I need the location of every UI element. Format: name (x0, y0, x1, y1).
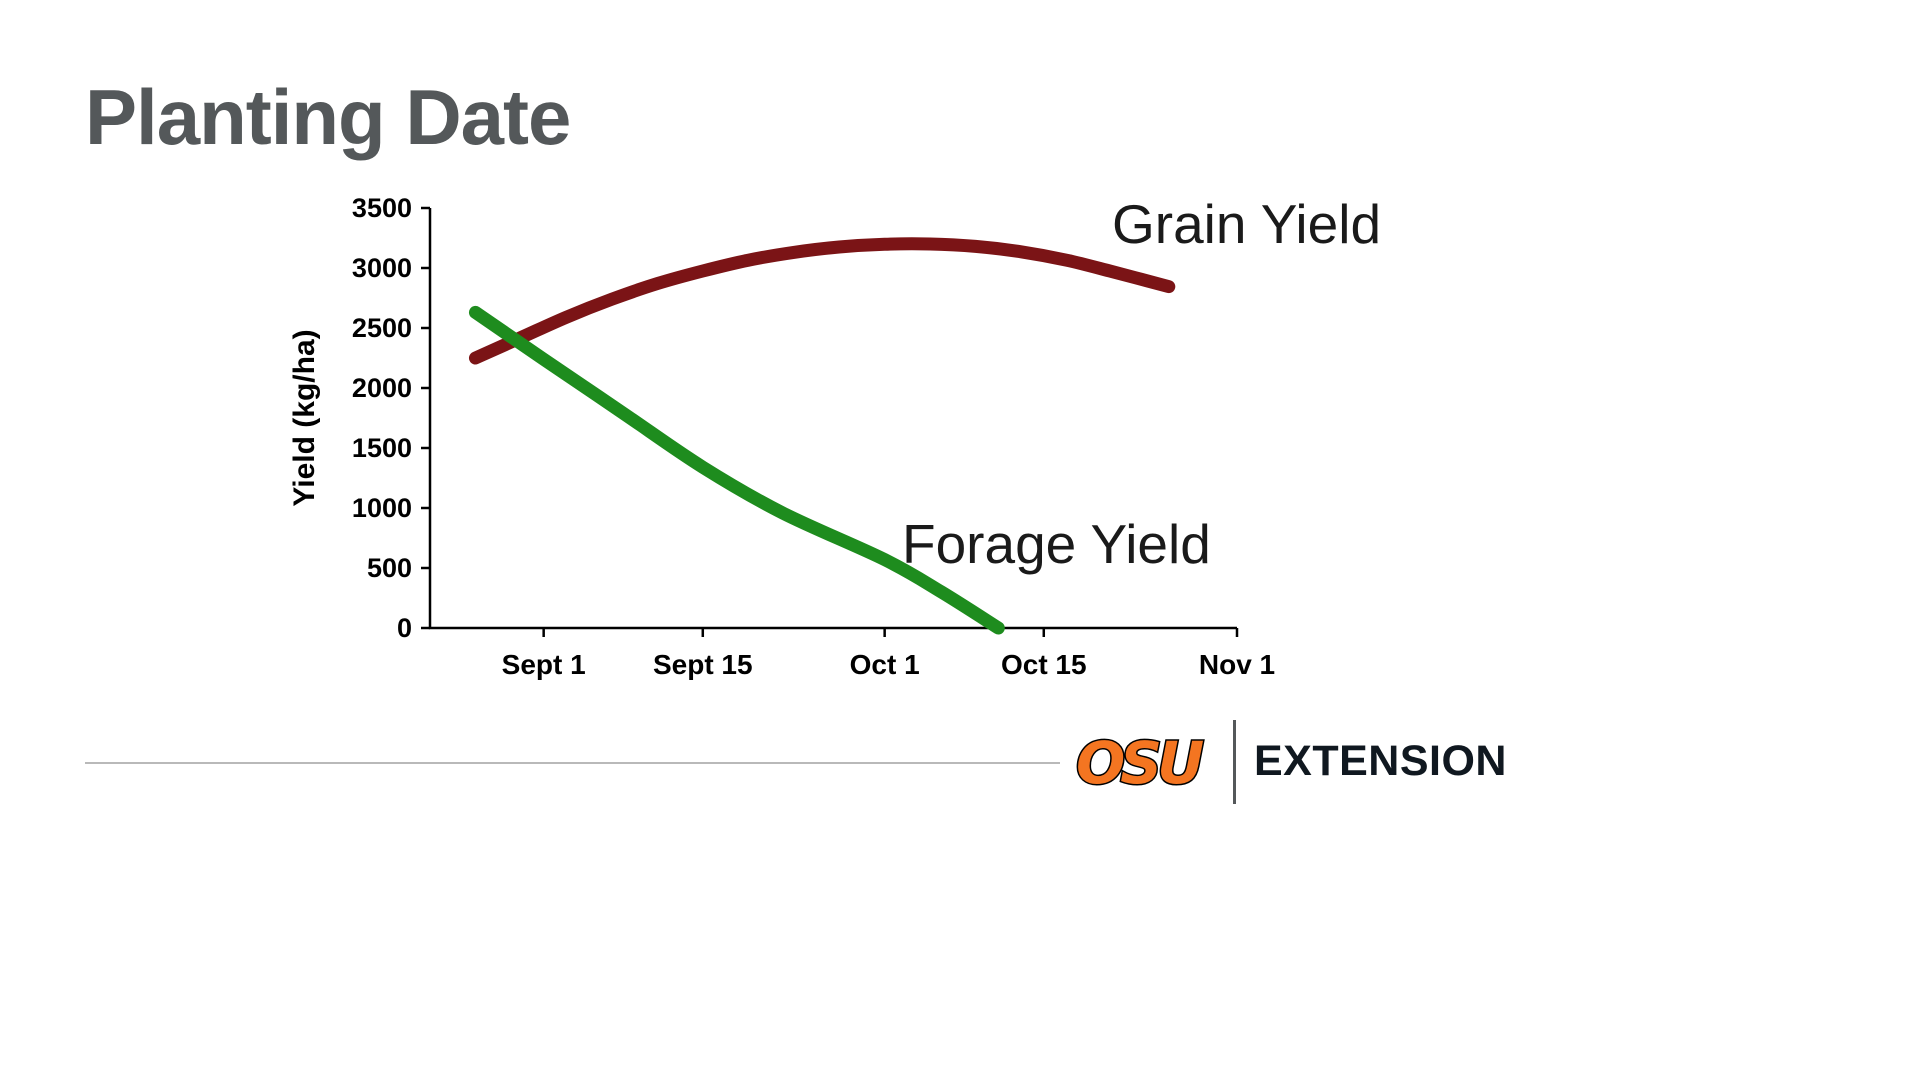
svg-text:500: 500 (367, 553, 412, 583)
svg-text:Sept 1: Sept 1 (502, 649, 586, 680)
logo-wordmark-divider (1233, 720, 1236, 804)
forage-yield-series-label: Forage Yield (902, 513, 1211, 575)
extension-wordmark: EXTENSION (1254, 737, 1507, 785)
svg-text:2000: 2000 (352, 373, 412, 403)
svg-text:Oct 1: Oct 1 (850, 649, 920, 680)
svg-text:Yield (kg/ha): Yield (kg/ha) (288, 329, 321, 506)
osu-logo-text: OSU (1076, 729, 1203, 797)
svg-text:2500: 2500 (352, 313, 412, 343)
svg-text:1000: 1000 (352, 493, 412, 523)
svg-text:0: 0 (397, 613, 412, 643)
svg-text:Nov 1: Nov 1 (1199, 649, 1275, 680)
svg-text:Oct 15: Oct 15 (1001, 649, 1087, 680)
svg-text:1500: 1500 (352, 433, 412, 463)
svg-text:Sept 15: Sept 15 (653, 649, 753, 680)
osu-logo: OSU (1075, 728, 1210, 799)
svg-text:3000: 3000 (352, 253, 412, 283)
svg-text:3500: 3500 (352, 193, 412, 223)
footer-divider-line (85, 762, 1060, 764)
grain-yield-series-label: Grain Yield (1112, 193, 1382, 255)
page-title: Planting Date (85, 73, 571, 161)
